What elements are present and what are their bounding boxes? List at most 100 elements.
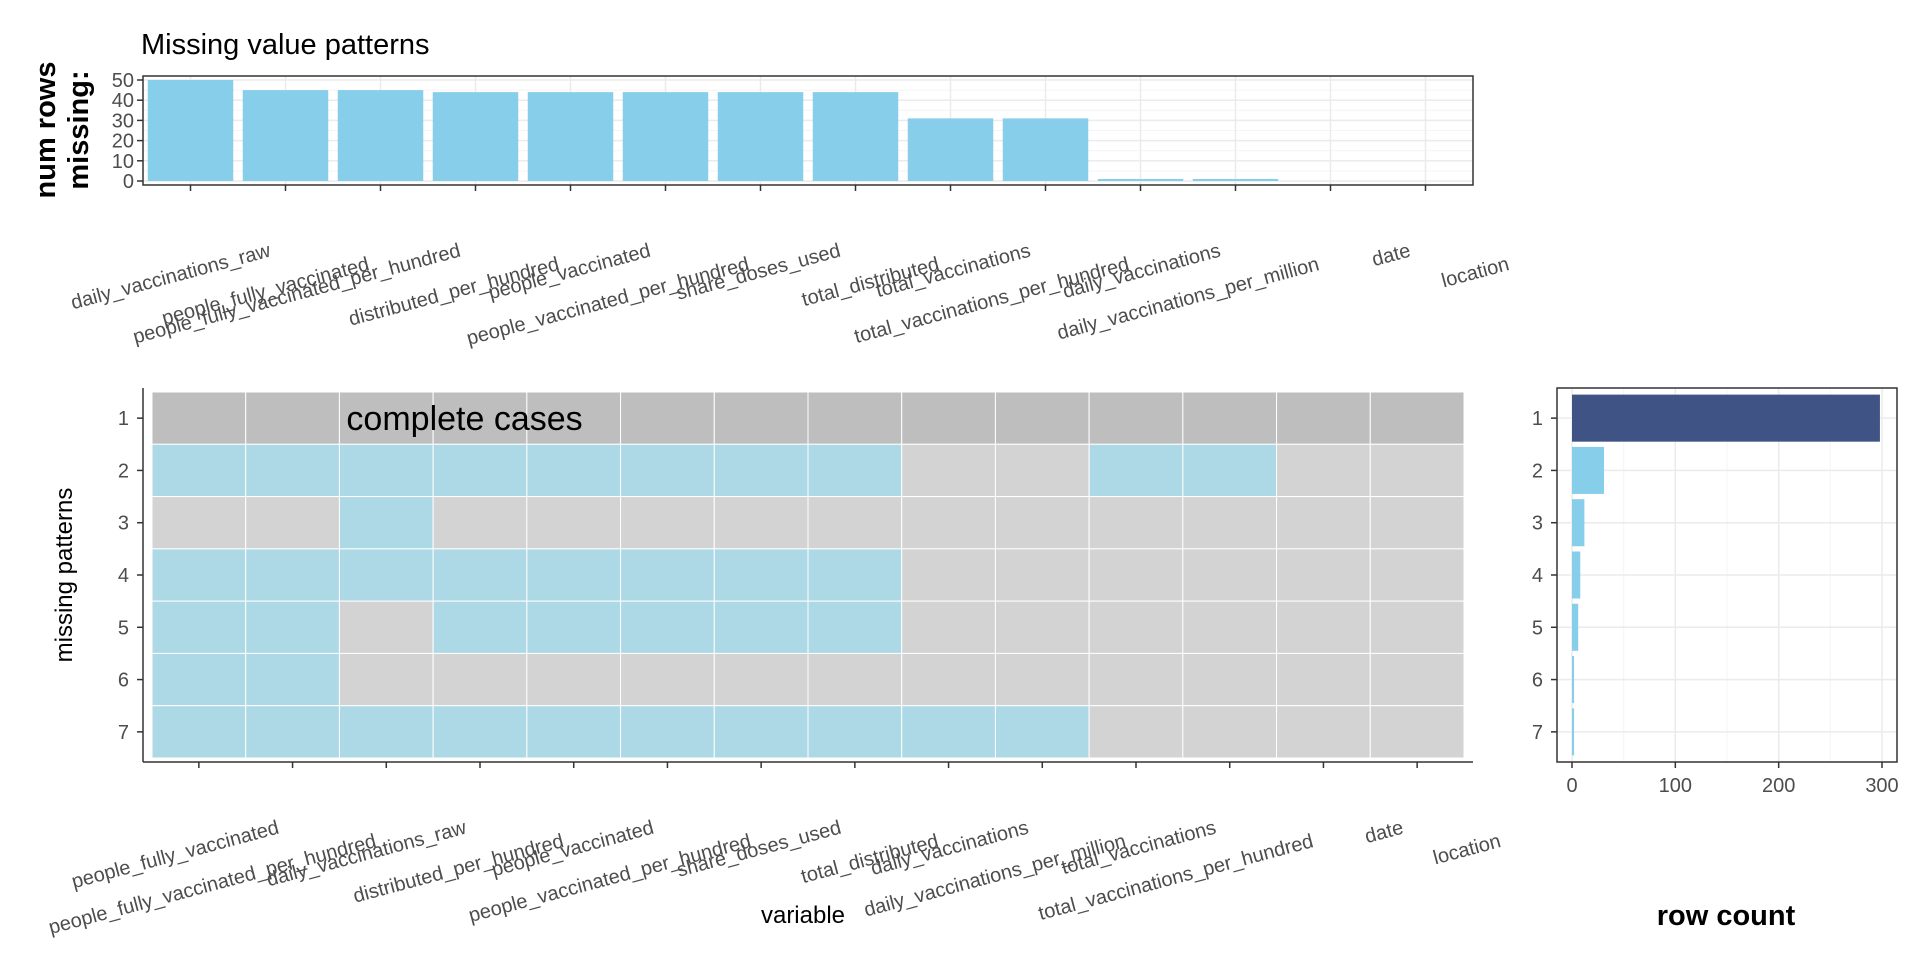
heatmap-cell xyxy=(1182,443,1278,498)
heatmap-y-tick-label: 2 xyxy=(118,460,129,482)
row-count-y-tick-label: 3 xyxy=(1532,513,1543,535)
heatmap-cell xyxy=(994,600,1090,654)
heatmap-cell xyxy=(526,548,622,602)
heatmap-cell xyxy=(1182,391,1278,445)
row-count-x-axis-label: row count xyxy=(1657,900,1796,932)
heatmap-cell xyxy=(807,652,903,707)
heatmap-cell xyxy=(1369,652,1465,707)
heatmap-cell xyxy=(432,600,528,654)
top-bar-total_distributed xyxy=(812,92,899,181)
heatmap-cell xyxy=(1369,496,1465,550)
top-bar-daily_vaccinations xyxy=(1097,178,1184,181)
complete-cases-annotation: complete cases xyxy=(346,400,582,438)
top-bar-people_vaccinated xyxy=(527,92,614,181)
heatmap-cell xyxy=(620,391,715,445)
top-bar-distributed_per_hundred xyxy=(432,92,519,181)
heatmap-cell xyxy=(151,496,247,550)
heatmap-cell xyxy=(1369,548,1465,602)
heatmap-x-tick-label: location xyxy=(1431,830,1503,869)
heatmap-cell xyxy=(1369,705,1465,759)
heatmap-cell xyxy=(994,391,1090,445)
heatmap-cell xyxy=(526,705,622,759)
heatmap-cell xyxy=(1088,705,1184,759)
heatmap-cell xyxy=(1276,443,1371,498)
heatmap-cell xyxy=(1182,705,1278,759)
heatmap-cell xyxy=(1369,391,1465,445)
top-panel-border xyxy=(142,75,1474,186)
heatmap-cell xyxy=(713,443,809,498)
heatmap-cell xyxy=(338,600,434,654)
heatmap-cell xyxy=(1369,443,1465,498)
heatmap-cell xyxy=(713,652,809,707)
heatmap-x-tick-label: date xyxy=(1363,817,1406,848)
heatmap-cell xyxy=(245,443,340,498)
heatmap-cell xyxy=(620,652,715,707)
top-bar-daily_vaccinations_raw xyxy=(147,80,234,181)
heatmap-cell xyxy=(807,705,903,759)
heatmap-cell xyxy=(713,548,809,602)
top-y-tick-label: 10 xyxy=(112,151,134,173)
heatmap-cell xyxy=(901,391,996,445)
row-count-y-tick-label: 1 xyxy=(1532,408,1543,430)
heatmap-y-tick-label: 7 xyxy=(118,722,129,744)
heatmap-cell xyxy=(338,705,434,759)
heatmap-cell xyxy=(994,652,1090,707)
top-y-axis-label-line1: num rows xyxy=(30,62,62,199)
heatmap-cell xyxy=(807,600,903,654)
row-count-bar-2 xyxy=(1572,446,1605,494)
heatmap-cell xyxy=(432,443,528,498)
top-y-tick-label: 20 xyxy=(112,131,134,153)
heatmap-cell xyxy=(994,705,1090,759)
heatmap-cell xyxy=(807,548,903,602)
top-y-tick-label: 30 xyxy=(112,110,134,132)
heatmap-cell xyxy=(1182,600,1278,654)
heatmap-cell xyxy=(620,443,715,498)
heatmap-cell xyxy=(1088,391,1184,445)
heatmap-cell xyxy=(1276,496,1371,550)
heatmap-cell xyxy=(1088,443,1184,498)
heatmap-cell xyxy=(526,496,622,550)
heatmap-y-tick-label: 1 xyxy=(118,408,129,430)
heatmap-cell xyxy=(151,652,247,707)
top-bar-daily_vaccinations_per_million xyxy=(1192,178,1279,181)
heatmap-cell xyxy=(151,443,247,498)
row-count-y-tick-label: 6 xyxy=(1532,670,1543,692)
heatmap-cell xyxy=(713,600,809,654)
heatmap-y-axis-label: missing patterns xyxy=(51,488,78,663)
heatmap-cell xyxy=(432,548,528,602)
row-count-x-tick-label: 200 xyxy=(1762,775,1795,797)
heatmap-cell xyxy=(901,443,996,498)
heatmap-cell xyxy=(245,391,340,445)
heatmap-cell xyxy=(1276,705,1371,759)
top-y-tick-label: 0 xyxy=(123,171,134,193)
heatmap-cell xyxy=(620,548,715,602)
heatmap-cell xyxy=(713,391,809,445)
heatmap-cell xyxy=(1182,548,1278,602)
top-bar-people_vaccinated_per_hundred xyxy=(622,92,709,181)
heatmap-cell xyxy=(901,705,996,759)
heatmap-cell xyxy=(901,600,996,654)
heatmap-cell xyxy=(1088,600,1184,654)
heatmap-cell xyxy=(151,391,247,445)
heatmap-cell xyxy=(620,600,715,654)
heatmap-y-tick-label: 6 xyxy=(118,670,129,692)
heatmap-cell xyxy=(1088,652,1184,707)
top-bar-share_doses_used xyxy=(717,92,804,181)
row-count-y-tick-label: 4 xyxy=(1532,565,1543,587)
heatmap-cell xyxy=(245,548,340,602)
heatmap-x-axis-label: variable xyxy=(761,902,845,929)
heatmap-cell xyxy=(994,548,1090,602)
heatmap-y-tick-label: 5 xyxy=(118,617,129,639)
heatmap-cell xyxy=(1369,600,1465,654)
heatmap-cell xyxy=(432,652,528,707)
row-count-x-tick-label: 0 xyxy=(1566,775,1577,797)
heatmap-cell xyxy=(338,391,434,445)
heatmap-cell xyxy=(1276,548,1371,602)
row-count-y-tick-label: 7 xyxy=(1532,722,1543,744)
heatmap-cell xyxy=(1276,652,1371,707)
heatmap-cell xyxy=(526,391,622,445)
heatmap-cell xyxy=(901,548,996,602)
heatmap-cell xyxy=(338,548,434,602)
heatmap-cell xyxy=(901,652,996,707)
row-count-bar-5 xyxy=(1572,603,1579,651)
